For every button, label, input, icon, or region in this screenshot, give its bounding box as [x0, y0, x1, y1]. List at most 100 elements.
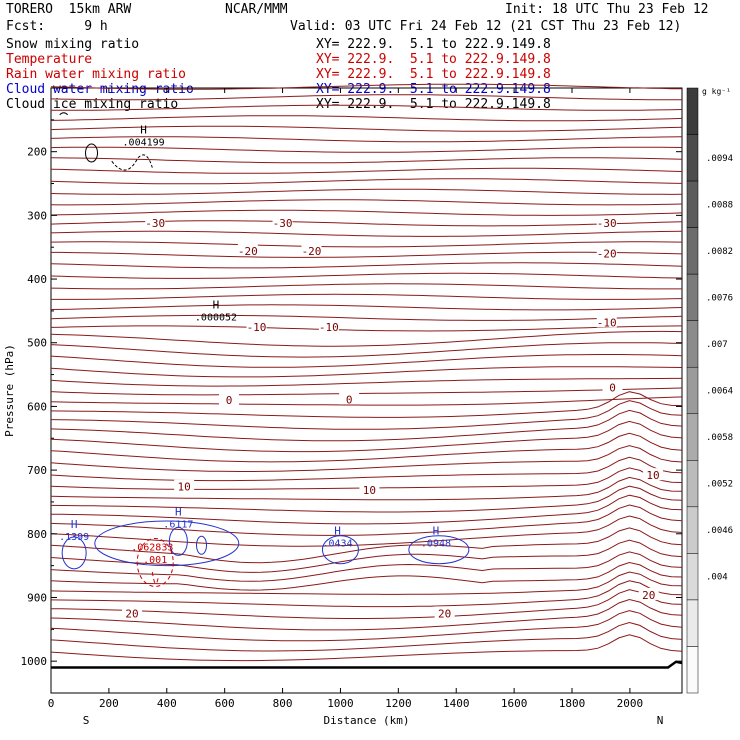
isotherm [50, 325, 683, 332]
temperature-label: 10 [178, 481, 191, 494]
field-xy: XY= 222.9. 5.1 to 222.9.149.8 [316, 97, 551, 112]
colorbar-segment [686, 460, 699, 508]
temperature-label-bg [602, 380, 623, 393]
temperature-contours [50, 83, 683, 662]
colorbar-unit: g kg⁻¹ [702, 87, 731, 96]
temperature-label: 0 [226, 394, 233, 407]
isotherm [50, 136, 683, 143]
cloud-water-contour [94, 520, 240, 567]
isotherm [51, 293, 683, 300]
colorbar-segment [686, 599, 699, 647]
colorbar-segment [686, 273, 699, 321]
y-tick-label: 900 [27, 591, 47, 604]
temperature-label-bg [219, 393, 240, 406]
colorbar-label: .0076 [706, 293, 733, 303]
colorbar-segment [686, 553, 699, 601]
temperature-label: -30 [145, 217, 165, 230]
isotherm [50, 167, 683, 174]
isotherm [50, 561, 683, 591]
cloud-water-contour [408, 535, 470, 565]
isotherm [50, 485, 683, 513]
temperature-label: 0 [346, 393, 353, 406]
y-tick-label: 300 [27, 209, 47, 222]
isotherm [50, 400, 683, 430]
temperature-label-bg [596, 246, 617, 259]
temperature-label-bg [122, 606, 143, 619]
extremum-value: .0948 [421, 539, 451, 550]
temperature-label-bg [643, 468, 664, 481]
x-tick-label: 1200 [385, 697, 412, 710]
field-xy: XY= 222.9. 5.1 to 222.9.149.8 [316, 37, 551, 52]
colorbar-label: .0082 [706, 247, 733, 257]
extremum-marker: H [140, 123, 147, 136]
isotherm [50, 304, 683, 311]
colorbar-label: .0094 [706, 154, 733, 164]
x-axis-label: Distance (km) [323, 714, 409, 727]
isotherm [50, 515, 683, 547]
init-time: Init: 18 UTC Thu 23 Feb 12 [505, 2, 709, 17]
isotherm [50, 396, 683, 406]
isotherm [50, 598, 683, 631]
colorbar-segment [686, 227, 699, 275]
x-endpoint-left: S [83, 714, 90, 727]
temperature-label: -30 [273, 217, 293, 230]
isotherm [50, 504, 683, 536]
isotherm [50, 199, 683, 206]
rain-water-contour [136, 537, 174, 587]
isotherm [50, 432, 683, 463]
isotherm [50, 580, 683, 608]
isotherm [50, 314, 683, 321]
temperature-label-bg [237, 244, 258, 257]
snow-contour [111, 154, 153, 171]
extremum-value: .004199 [123, 137, 165, 148]
plot-frame [50, 87, 683, 694]
isotherm [50, 209, 683, 216]
temperature-label: -20 [238, 245, 258, 258]
x-tick-label: 200 [99, 697, 119, 710]
extremum-value: .1399 [59, 532, 89, 543]
x-tick-label: 1800 [559, 697, 586, 710]
colorbar-segment [686, 646, 699, 694]
temperature-label: 20 [642, 589, 655, 602]
isotherm [50, 476, 683, 501]
colorbar-segment [686, 366, 699, 415]
field-name: Temperature [6, 52, 93, 67]
temperature-label-bg [318, 319, 339, 332]
temperature-label-bg [339, 392, 360, 405]
temperature-label: 20 [125, 607, 138, 620]
temperature-label: 0 [609, 381, 616, 394]
extremum-marker: H [433, 525, 440, 538]
temperature-label: -10 [247, 321, 267, 334]
isotherm [50, 445, 683, 472]
y-tick-label: 400 [27, 273, 47, 286]
temperature-label-bg [301, 244, 322, 257]
isotherm [50, 391, 683, 418]
isotherm [50, 366, 683, 378]
extremum-marker: H [334, 525, 341, 538]
cloud-water-contour [321, 535, 359, 565]
colorbar-segment [686, 413, 699, 461]
colorbar-label: .007 [706, 340, 728, 350]
isotherm [50, 330, 683, 347]
isotherm [50, 589, 683, 619]
colorbar-label: .0064 [706, 387, 733, 397]
field-name: Cloud water mixing ratio [6, 82, 194, 97]
field-xy: XY= 222.9. 5.1 to 222.9.149.8 [316, 82, 551, 97]
snow-contour [85, 143, 99, 163]
isotherm [50, 342, 683, 358]
extremum-value: .062833 [131, 542, 173, 553]
colorbar-segment [686, 506, 699, 554]
isotherm [50, 94, 682, 101]
isotherm [50, 83, 683, 90]
colorbar-label: .0088 [706, 200, 733, 210]
y-tick-label: 600 [27, 400, 47, 413]
isotherm [50, 456, 683, 482]
isotherm [50, 377, 682, 387]
x-tick-label: 0 [48, 697, 55, 710]
x-tick-label: 600 [215, 697, 235, 710]
temperature-label-bg [272, 216, 293, 229]
extremum-value: .000052 [195, 312, 237, 323]
x-tick-label: 1600 [501, 697, 528, 710]
temperature-label: -20 [597, 248, 617, 261]
isotherm [50, 188, 683, 195]
